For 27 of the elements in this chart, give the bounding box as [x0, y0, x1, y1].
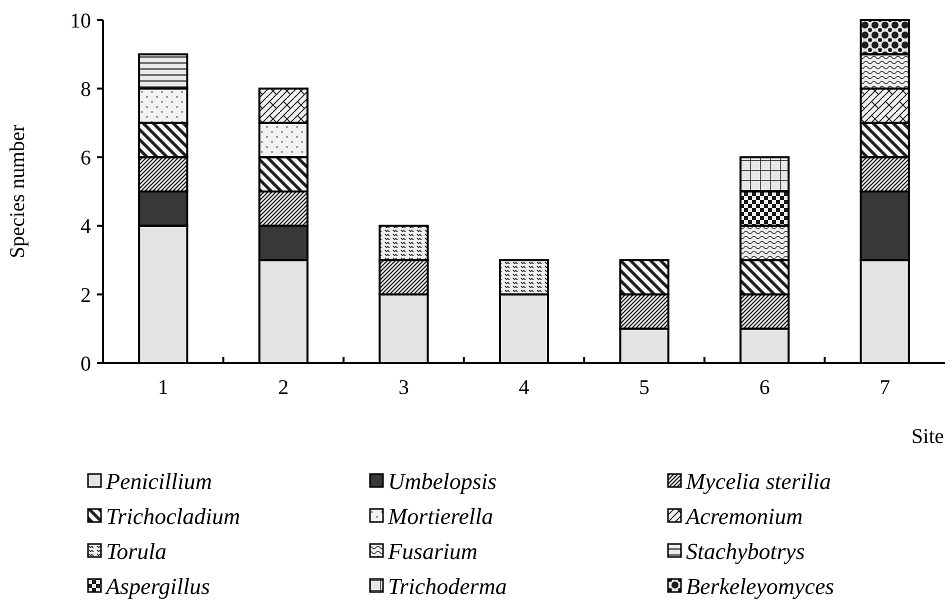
legend-label: Acremonium: [684, 504, 803, 530]
y-tick-label: 6: [80, 146, 91, 170]
y-tick-label: 10: [70, 8, 91, 32]
x-tick-label: 3: [398, 375, 409, 399]
y-tick-label: 8: [80, 76, 91, 101]
x-tick-label: 4: [518, 375, 530, 399]
legend-label: Umbelopsis: [388, 469, 497, 494]
legend-label: Penicillium: [105, 469, 212, 494]
legend-label: Stachybotrys: [686, 539, 805, 564]
legend-label: Berkeleyomyces: [686, 574, 834, 600]
legend-label: Torula: [106, 539, 167, 564]
x-tick-label: 6: [759, 375, 770, 399]
x-tick-label: 1: [158, 375, 168, 399]
y-axis-title: Species number: [5, 124, 29, 258]
x-tick-label: 7: [880, 375, 890, 399]
legend-label: Mortierella: [387, 504, 494, 530]
x-tick-label: 5: [639, 375, 650, 399]
y-tick-label: 0: [80, 351, 91, 376]
legend-label: Trichoderma: [388, 574, 507, 600]
legend-label: Trichocladium: [106, 504, 240, 530]
legend-label: Fusarium: [387, 539, 478, 564]
x-tick-label: 2: [278, 375, 289, 399]
legend-label: Mycelia sterilia: [685, 469, 831, 494]
y-tick-label: 2: [80, 282, 91, 307]
y-tick-label: 4: [80, 214, 92, 238]
legend-label: Aspergillus: [104, 574, 210, 600]
x-axis-title: Site: [911, 424, 944, 448]
